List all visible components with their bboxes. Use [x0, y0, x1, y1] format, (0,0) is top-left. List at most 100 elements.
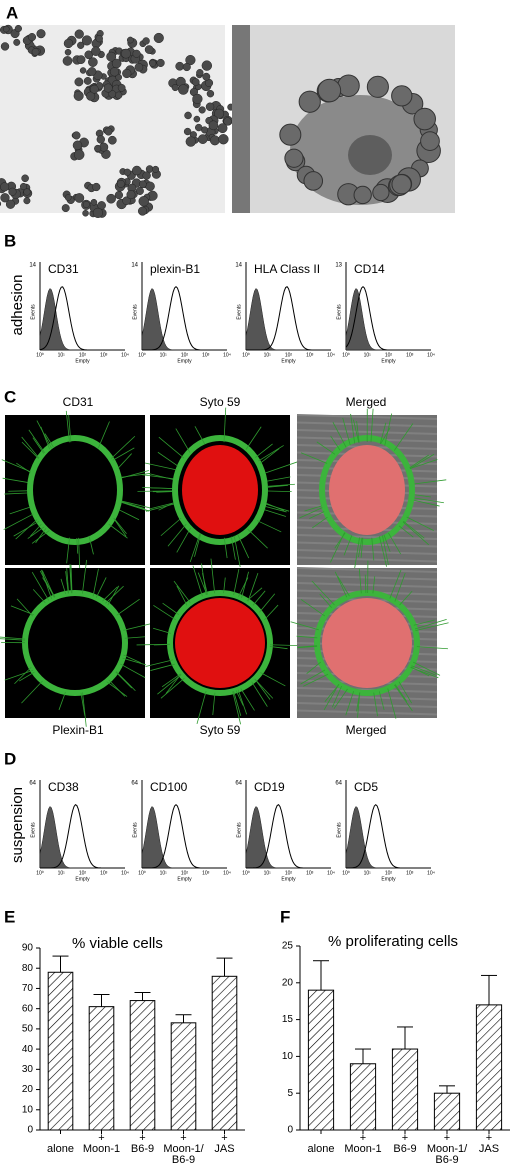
filopodia — [145, 659, 174, 667]
filopodia — [31, 530, 50, 544]
filopodia — [364, 574, 367, 594]
x-axis-label: Empty — [177, 358, 192, 364]
filopodia — [265, 506, 287, 513]
filopodia — [30, 523, 42, 537]
filopodia — [27, 526, 45, 539]
cell — [23, 188, 31, 196]
filopodia — [267, 490, 292, 493]
x-tick-label: alone — [308, 1143, 335, 1155]
y-tick-label: 0 — [27, 1125, 33, 1136]
cell — [74, 77, 84, 87]
filopodia — [121, 501, 145, 509]
cell — [153, 32, 164, 44]
filopodia — [350, 413, 356, 444]
texture — [296, 534, 438, 540]
filopodia — [40, 426, 51, 450]
filopodia — [394, 684, 408, 702]
cell — [317, 78, 342, 103]
x-tick-label: 10⁴ — [427, 352, 435, 358]
membrane-stain — [22, 590, 128, 696]
cell — [183, 127, 192, 136]
cell — [72, 140, 83, 151]
filopodia — [309, 511, 325, 519]
filopodia — [372, 576, 376, 594]
filopodia — [414, 497, 444, 504]
filopodia — [32, 589, 46, 604]
cell — [132, 49, 141, 58]
filopodia — [230, 536, 236, 560]
filopodia — [296, 635, 318, 639]
filopodia — [360, 537, 364, 558]
filopodia — [232, 691, 242, 725]
bar — [307, 989, 335, 1131]
texture — [296, 567, 438, 573]
filopodia — [353, 419, 360, 443]
filopodia — [175, 428, 191, 453]
filopodia — [241, 571, 249, 598]
stain-histogram — [345, 285, 431, 351]
filopodia — [117, 453, 132, 469]
filopodia — [108, 679, 126, 697]
filopodia — [358, 568, 362, 594]
filopodia — [121, 472, 153, 478]
panel-label: E — [4, 907, 15, 926]
panel-label: A — [6, 3, 18, 22]
filopodia — [316, 441, 336, 455]
filopodia — [263, 509, 287, 517]
filopodia — [60, 578, 67, 595]
cell — [209, 135, 220, 146]
cell — [126, 190, 136, 200]
control-histogram — [345, 806, 431, 869]
bar — [47, 971, 74, 1131]
filopodia — [334, 532, 346, 549]
x-tick-label: 10⁰ — [36, 870, 44, 876]
cell — [122, 196, 131, 205]
filopodia — [210, 558, 216, 594]
x-axis-label: Empty — [281, 358, 296, 364]
filopodia — [167, 523, 187, 547]
x-tick-label: + Moon-1 — [83, 1132, 120, 1155]
cell — [121, 48, 131, 59]
x-tick-label: 10⁴ — [121, 352, 129, 358]
y-tick-label: 40 — [22, 1044, 34, 1055]
filopodia — [121, 501, 150, 512]
cell — [27, 33, 37, 42]
filopodia — [110, 435, 136, 459]
filopodia — [165, 673, 182, 694]
cell — [115, 73, 123, 81]
x-tick-label: + Moon-1 — [344, 1132, 381, 1155]
cell — [114, 190, 124, 200]
cell — [142, 37, 150, 45]
control-histogram — [245, 288, 331, 351]
y-axis-label: Events — [30, 304, 36, 320]
cell — [208, 120, 219, 131]
filopodia — [323, 684, 340, 711]
cell — [123, 168, 131, 176]
y-tick-label: 10 — [22, 1104, 34, 1115]
filopodia — [265, 503, 290, 512]
y-max-label: 14 — [235, 263, 242, 269]
x-tick-label: 10⁰ — [138, 352, 146, 358]
filopodia — [343, 535, 353, 556]
y-max-label: 64 — [131, 781, 138, 787]
filopodia — [252, 590, 266, 606]
filopodia — [158, 436, 185, 459]
x-axis-label: Empty — [281, 876, 296, 882]
y-axis-label: Events — [336, 822, 342, 838]
membrane-stain — [314, 590, 420, 696]
cell — [63, 38, 74, 49]
filopodia — [414, 618, 447, 630]
x-tick-label: 10³ — [100, 352, 108, 358]
cell — [138, 180, 147, 189]
cell — [95, 34, 103, 43]
filopodia — [194, 426, 206, 445]
x-tick-label: 10¹ — [58, 870, 66, 876]
cell — [218, 134, 229, 145]
filopodia — [106, 681, 128, 697]
cell — [74, 29, 84, 39]
filopodia — [76, 537, 79, 554]
histogram-title: CD19 — [254, 780, 285, 794]
texture — [296, 694, 438, 701]
filopodia — [380, 427, 391, 445]
filopodia — [65, 571, 69, 594]
